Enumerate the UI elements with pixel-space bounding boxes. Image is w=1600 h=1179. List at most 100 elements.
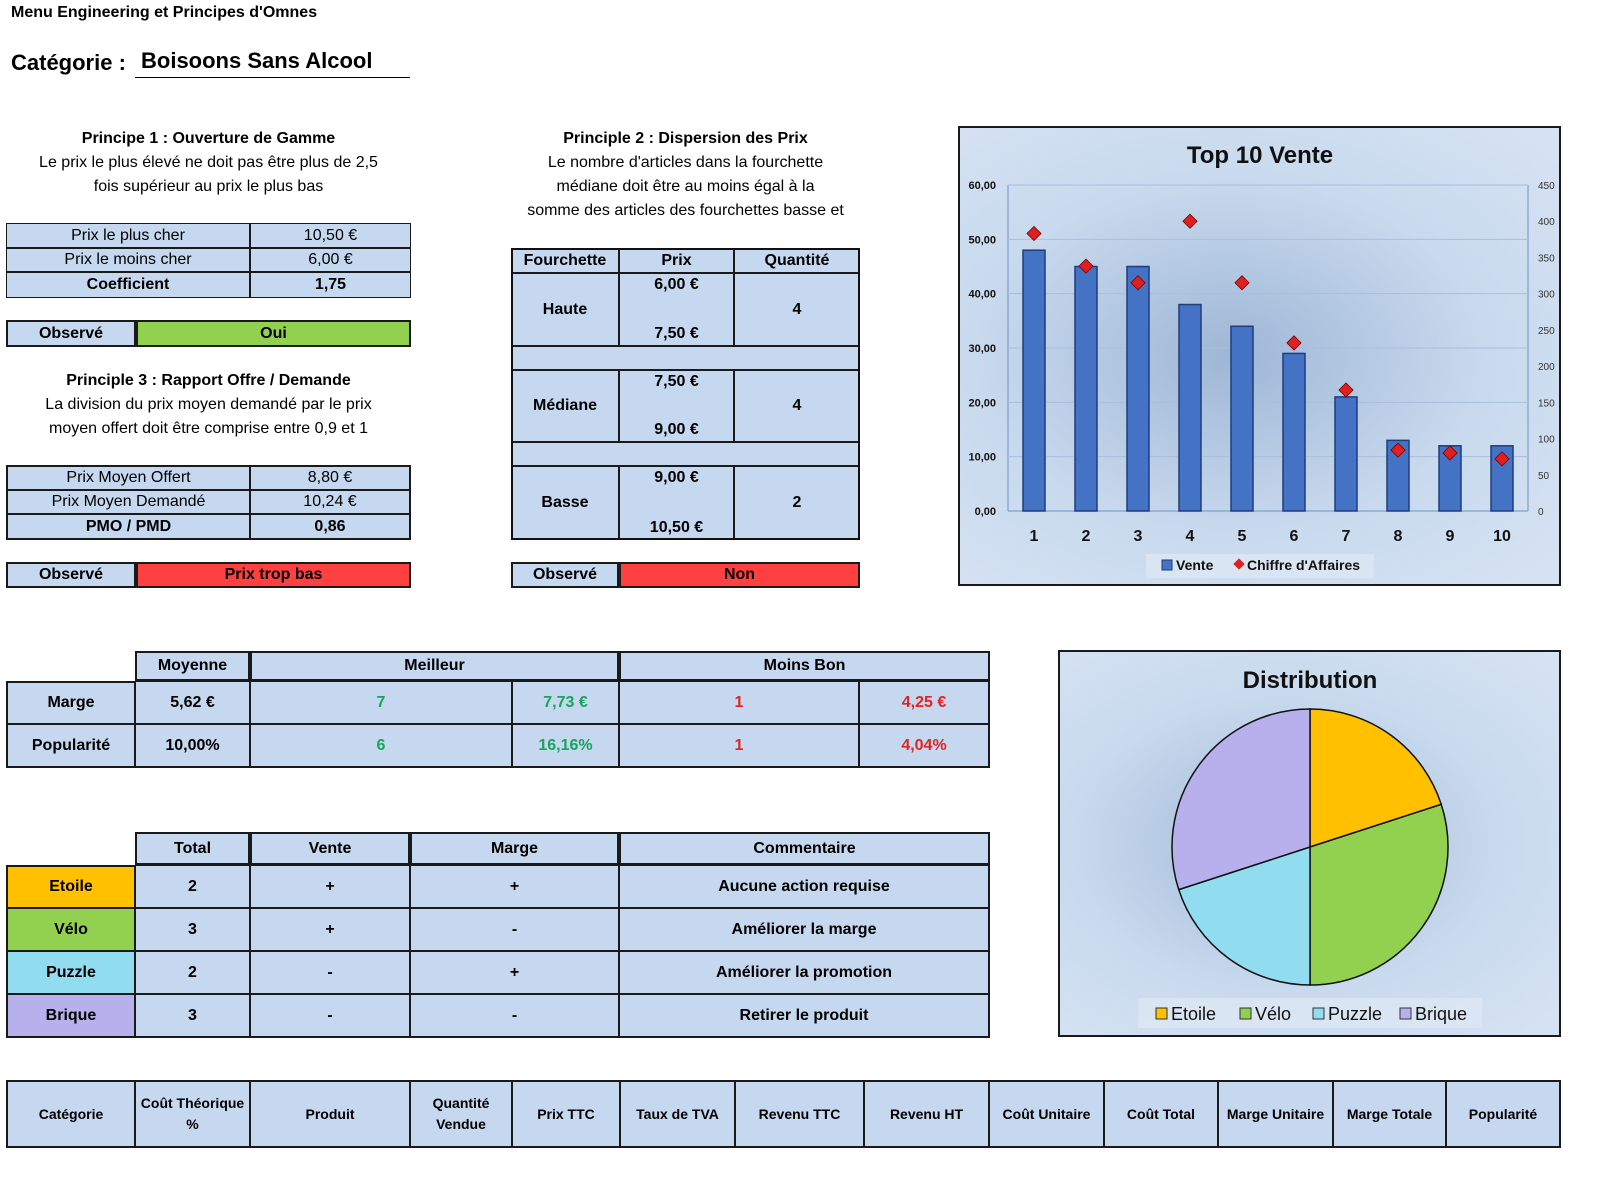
class-marge: - [410, 994, 619, 1038]
pie-slice [1309, 708, 1443, 849]
p3-observed-value: Prix trop bas [136, 562, 411, 588]
scatter-point [1338, 382, 1354, 398]
legend-label: Vente [1176, 557, 1214, 573]
class-total: 3 [135, 994, 250, 1038]
p2-range-name: Haute [511, 273, 619, 346]
class-comment: Retirer le produit [619, 994, 990, 1038]
y2-tick-label: 100 [1538, 435, 1555, 446]
x-tick-label: 8 [1394, 528, 1403, 545]
p2-price-min: 6,00 € [654, 276, 699, 293]
p3-label-cell: PMO / PMD [6, 514, 250, 540]
y-tick-label: 50,00 [968, 234, 996, 246]
bar [1282, 352, 1306, 512]
p2-desc-line3: somme des articles des fourchettes basse… [527, 202, 844, 219]
pie-slice [1171, 708, 1311, 891]
p1-value-cell: 10,50 € [250, 223, 411, 248]
scatter-point [1182, 213, 1198, 229]
y2-tick-label: 50 [1538, 471, 1550, 482]
p1-desc-line2: fois supérieur au prix le plus bas [93, 178, 324, 195]
class-name-brique: Brique [6, 994, 135, 1038]
p2-price-min: 9,00 € [654, 469, 699, 486]
stats-row-label: Marge [6, 681, 135, 724]
stats-best-value: 16,16% [512, 724, 619, 768]
y-tick-label: 0,00 [975, 506, 996, 518]
bar [1386, 439, 1410, 512]
stats-best-id: 6 [250, 724, 512, 768]
p2-observed-value: Non [619, 562, 860, 588]
p3-desc-line2: moyen offert doit être comprise entre 0,… [49, 420, 368, 437]
p2-range-prices: 9,00 € 10,50 € [619, 466, 734, 540]
product-table-column-header: Popularité [1446, 1080, 1561, 1148]
class-comment: Améliorer la promotion [619, 951, 990, 994]
class-marge: - [410, 908, 619, 951]
bar [1126, 265, 1150, 512]
stats-row-label: Popularité [6, 724, 135, 768]
x-tick-label: 6 [1290, 528, 1299, 545]
p2-range-qty: 4 [734, 370, 860, 442]
product-table-column-header: Coût Théorique % [135, 1080, 250, 1148]
x-tick-label: 4 [1186, 528, 1195, 545]
app-title: Menu Engineering et Principes d'Omnes [11, 4, 318, 21]
stats-worst-value: 4,25 € [859, 681, 990, 724]
y2-tick-label: 200 [1538, 362, 1555, 373]
p2-observed-label: Observé [511, 562, 619, 588]
scatter-point [1026, 225, 1042, 242]
legend-swatch [1312, 1007, 1325, 1020]
chart-title: Top 10 Vente [1187, 142, 1333, 169]
bar [1022, 249, 1046, 512]
class-marge: + [410, 865, 619, 908]
stats-worst-id: 1 [619, 724, 859, 768]
legend-swatch [1155, 1007, 1168, 1020]
scatter-point [1078, 258, 1094, 274]
product-table-column-header: Quantité Vendue [410, 1080, 512, 1148]
bar [1178, 303, 1202, 512]
p1-desc-line1: Le prix le plus élevé ne doit pas être p… [39, 154, 378, 171]
p2-header: Fourchette [511, 248, 619, 273]
p1-value-cell: 1,75 [250, 272, 411, 298]
p3-desc-line1: La division du prix moyen demandé par le… [45, 396, 372, 413]
top10-chart: Top 10 Vente 0,00 10,00 20,00 30,00 40,00 50,0… [958, 126, 1561, 586]
p3-observed-label: Observé [6, 562, 136, 588]
y-tick-label: 40,00 [968, 289, 996, 301]
product-table-column-header: Produit [250, 1080, 410, 1148]
p1-text: Principe 1 : Ouverture de Gamme Le prix … [6, 127, 411, 199]
x-tick-label: 10 [1493, 528, 1511, 545]
class-header-total: Total [135, 832, 250, 865]
category-label: Catégorie : [11, 50, 126, 75]
p1-title: Principe 1 : Ouverture de Gamme [81, 130, 336, 147]
scatter-point [1494, 451, 1510, 467]
p2-range-prices: 6,00 € 7,50 € [619, 273, 734, 346]
p2-price-max: 7,50 € [654, 325, 699, 342]
p2-desc-line2: médiane doit être au moins égal à la [556, 178, 815, 195]
x-tick-label: 1 [1030, 528, 1039, 545]
product-table-column-header: Marge Unitaire [1218, 1080, 1333, 1148]
y-tick-label: 30,00 [968, 343, 996, 355]
y2-tick-label: 450 [1538, 181, 1555, 192]
class-total: 3 [135, 908, 250, 951]
p2-range-name: Basse [511, 466, 619, 540]
class-name-velo: Vélo [6, 908, 135, 951]
p1-observed-value: Oui [136, 320, 411, 347]
stats-avg: 10,00% [135, 724, 250, 768]
stats-worst-value: 4,04% [859, 724, 990, 768]
x-tick-label: 5 [1238, 528, 1247, 545]
class-vente: + [250, 908, 410, 951]
class-name-puzzle: Puzzle [6, 951, 135, 994]
category-field[interactable]: Boisoons Sans Alcool [135, 48, 410, 78]
chart-title: Distribution [1243, 667, 1378, 694]
p2-spacer-row [511, 442, 860, 466]
bar [1230, 325, 1254, 512]
class-marge: + [410, 951, 619, 994]
y2-tick-label: 400 [1538, 217, 1555, 228]
p2-header: Quantité [734, 248, 860, 273]
product-table-column-header: Prix TTC [512, 1080, 620, 1148]
distribution-chart-svg: Distribution Etoile Vélo Puzzle Brique [1138, 667, 1482, 1028]
p2-price-min: 7,50 € [654, 373, 699, 390]
product-table-column-header: Coût Total [1104, 1080, 1218, 1148]
product-table-column-header: Catégorie [6, 1080, 135, 1148]
p2-range-qty: 4 [734, 273, 860, 346]
x-tick-label: 2 [1082, 528, 1091, 545]
p3-value-cell: 8,80 € [250, 465, 411, 490]
top10-chart-svg: Top 10 Vente 0,00 10,00 20,00 30,00 40,00 50,0… [968, 142, 1555, 578]
class-name-etoile: Etoile [6, 865, 135, 908]
